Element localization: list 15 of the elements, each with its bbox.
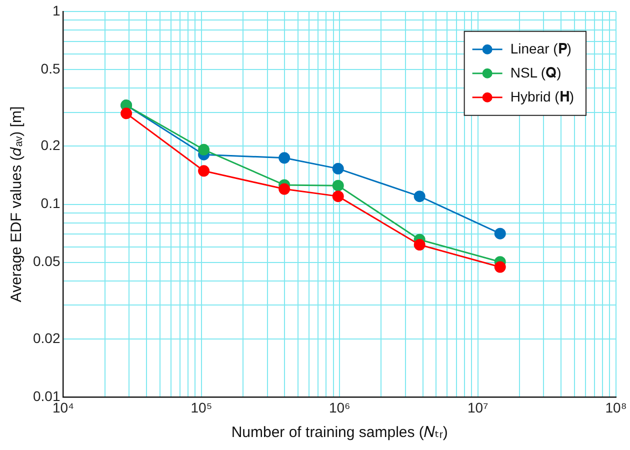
x-tick-label: 10⁷ [467,399,488,416]
y-axis-title: Average EDF values (𝑑ₐᵥ) [m] [8,106,26,302]
x-tick-label: 10⁸ [605,399,627,416]
x-tick-label: 10⁶ [328,399,350,416]
y-tick-label: 0.1 [40,195,60,212]
y-tick-label: 0.05 [33,253,60,270]
y-tick-label: 0.2 [40,137,60,154]
legend-label: NSL (𝐐) [510,64,562,80]
legend-label: Hybrid (𝐇) [510,88,574,104]
x-axis-title: Number of training samples (𝑁ₜᵣ) [231,424,448,442]
y-tick-label: 1 [52,2,60,18]
y-tick-label: 0.02 [33,330,60,346]
x-tick-label: 10⁵ [190,399,212,416]
legend-label: Linear (𝐏) [510,40,572,56]
y-tick-label: 0.5 [40,60,60,76]
